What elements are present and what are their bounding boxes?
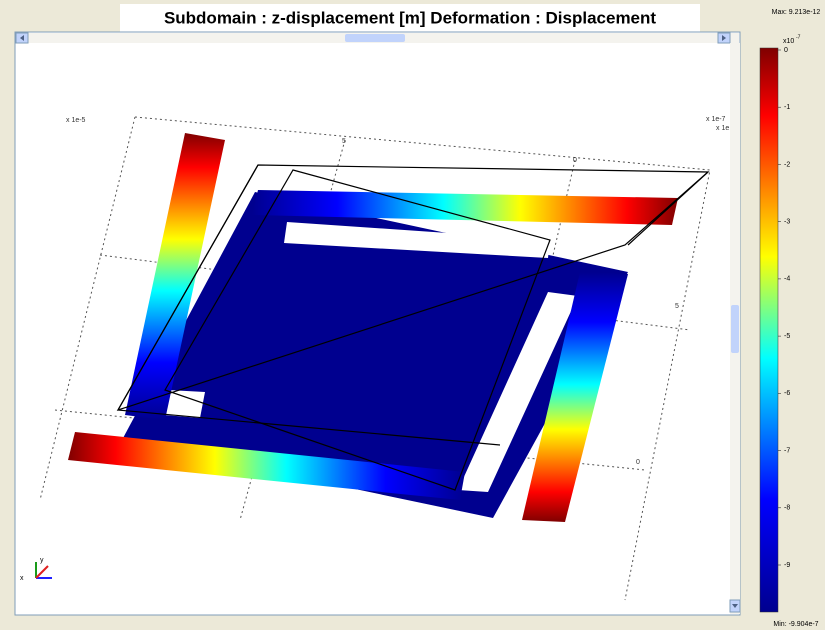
colorbar-ticks: 0 -1 -2 -3 -4 -5 -6 -7 -8 -9	[778, 47, 790, 569]
axis-label: x 1e-5	[66, 117, 86, 124]
colorbar-tick-label: 0	[784, 47, 788, 54]
colorbar-scale-exp: -7	[796, 34, 801, 40]
colorbar-tick-label: -9	[784, 562, 790, 569]
window-title: Subdomain : z-displacement [m] Deformati…	[164, 8, 656, 27]
axis-label: 0	[573, 157, 577, 164]
h-scroll-thumb[interactable]	[345, 34, 405, 42]
colorbar-tick-label: -2	[784, 161, 790, 168]
colorbar	[760, 48, 778, 612]
colorbar-tick-label: -8	[784, 505, 790, 512]
colorbar-min: Min: -9.904e-7	[773, 621, 818, 628]
colorbar-max: Max: 9.213e-12	[772, 9, 821, 16]
colorbar-tick-label: -4	[784, 276, 790, 283]
axis-label: 0	[636, 459, 640, 466]
colorbar-tick-label: -5	[784, 333, 790, 340]
colorbar-tick-label: -7	[784, 447, 790, 454]
triad-label: x	[20, 575, 24, 582]
v-scroll-thumb[interactable]	[731, 305, 739, 353]
colorbar-tick-label: -3	[784, 219, 790, 226]
colorbar-tick-label: -1	[784, 104, 790, 111]
axis-label: x 1e-7	[706, 116, 726, 123]
axis-label: x 1e	[716, 125, 729, 132]
triad-label: y	[40, 557, 44, 564]
colorbar-scale: x10	[783, 38, 794, 45]
axis-label: 5	[342, 138, 346, 145]
axis-label: 5	[675, 303, 679, 310]
colorbar-tick-label: -6	[784, 390, 790, 397]
page: Subdomain : z-displacement [m] Deformati…	[0, 0, 825, 630]
screen: Subdomain : z-displacement [m] Deformati…	[0, 0, 825, 630]
